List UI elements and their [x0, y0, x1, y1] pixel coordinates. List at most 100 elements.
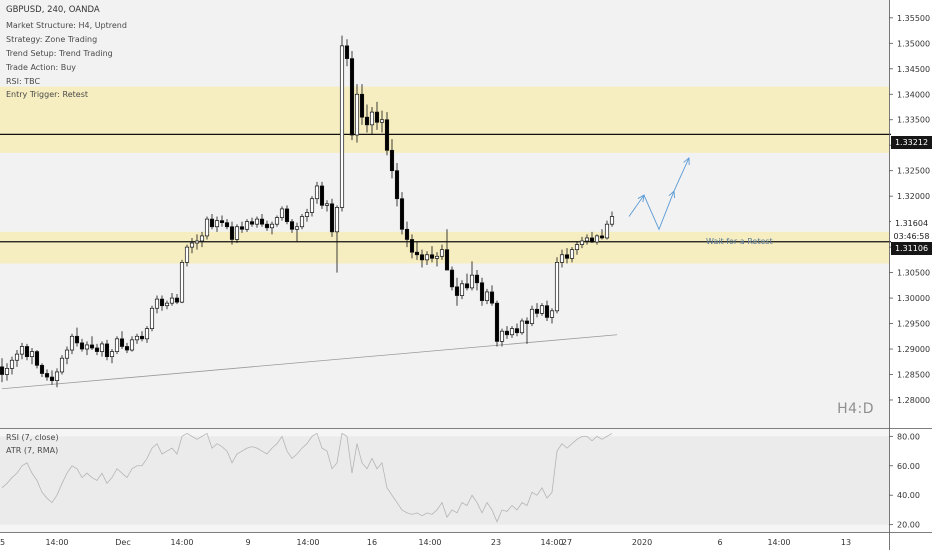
candle: [339, 35, 345, 212]
atr-indicator-label[interactable]: ATR (7, RMA): [6, 446, 59, 455]
candle: [374, 101, 380, 130]
candle: [94, 343, 100, 356]
candle: [234, 224, 240, 244]
candle: [39, 363, 45, 378]
candle-body: [499, 330, 505, 342]
candle: [599, 229, 605, 240]
candle: [34, 350, 40, 369]
candle: [579, 236, 585, 249]
candle: [524, 317, 530, 344]
candle-body: [469, 274, 475, 289]
candle-body: [389, 149, 395, 172]
candle: [594, 234, 600, 245]
candle: [224, 219, 230, 230]
candle: [204, 216, 210, 240]
candle-body: [314, 185, 320, 200]
candle: [299, 214, 305, 230]
candle: [424, 251, 430, 265]
candle: [19, 342, 25, 360]
candle: [54, 368, 60, 388]
candle-body: [369, 111, 375, 126]
candle: [254, 216, 260, 228]
candle-body: [354, 93, 360, 136]
candle-body: [234, 226, 240, 240]
candle: [414, 242, 420, 260]
candle: [64, 346, 70, 365]
candle-body: [149, 307, 155, 329]
candle-body: [214, 220, 220, 228]
candle-body: [424, 254, 430, 261]
candle-body: [114, 338, 120, 352]
candle-body: [264, 223, 270, 229]
candle-body: [39, 364, 45, 374]
candle: [154, 295, 160, 314]
candle: [79, 338, 85, 352]
candle: [359, 84, 365, 125]
candle: [169, 292, 175, 306]
candle: [174, 293, 180, 305]
info-line-strategy: Strategy: Zone Trading: [6, 35, 98, 44]
candle: [564, 248, 570, 264]
candle: [9, 356, 15, 375]
price-tick-label: 1.34500: [897, 65, 930, 74]
candle: [494, 300, 500, 347]
candle-body: [139, 335, 145, 340]
candle: [199, 231, 205, 248]
candle: [429, 246, 435, 263]
candle-body: [64, 349, 70, 359]
candle: [69, 333, 75, 355]
candle-body: [419, 254, 425, 261]
time-tick-label: 27: [562, 538, 572, 547]
candle-body: [489, 291, 495, 304]
candle-body: [209, 218, 215, 228]
time-tick-label: 14:00: [45, 538, 68, 547]
candle: [139, 331, 145, 342]
candle-body: [454, 286, 460, 296]
candle-body: [604, 223, 610, 239]
candle: [384, 112, 390, 156]
candle-body: [429, 254, 435, 259]
candle-body: [534, 308, 540, 314]
candle: [239, 221, 245, 233]
candle: [484, 288, 490, 305]
candle-body: [569, 249, 575, 259]
candle: [214, 216, 220, 232]
candle-body: [124, 346, 130, 351]
candle-body: [244, 221, 250, 230]
candle-body: [584, 237, 590, 242]
candle-body: [379, 119, 385, 123]
candle-body: [129, 339, 135, 351]
candle: [479, 277, 485, 306]
lower-line-price-tag: 1.31106: [891, 242, 932, 255]
candle: [244, 219, 250, 232]
projection-arrowhead: [683, 157, 690, 165]
candle-body: [179, 262, 185, 303]
candle: [509, 326, 515, 338]
candle: [164, 300, 170, 310]
time-tick-label: 16: [367, 538, 377, 547]
candle-body: [564, 254, 570, 259]
rsi-tick-label: 40.00: [897, 491, 920, 500]
candle-body: [194, 240, 200, 244]
candle-body: [339, 45, 345, 208]
candle-body: [609, 216, 615, 225]
candle: [464, 273, 470, 291]
candle: [119, 331, 125, 350]
supply-demand-zone: [0, 86, 889, 153]
candle-body: [164, 302, 170, 307]
price-tick-label: 1.29500: [897, 320, 930, 329]
rsi-indicator-label[interactable]: RSI (7, close): [6, 433, 59, 442]
price-tick-label: 1.32500: [897, 167, 930, 176]
candle: [4, 363, 10, 381]
candle-body: [184, 246, 190, 263]
candle: [229, 221, 235, 245]
time-tick-label: 14:00: [767, 538, 790, 547]
candle-body: [269, 223, 275, 229]
candle: [349, 50, 355, 141]
candle-body: [174, 297, 180, 303]
projection-path: [628, 157, 690, 231]
candle: [159, 295, 165, 311]
price-tick-label: 1.33500: [897, 116, 930, 125]
candle: [439, 244, 445, 260]
